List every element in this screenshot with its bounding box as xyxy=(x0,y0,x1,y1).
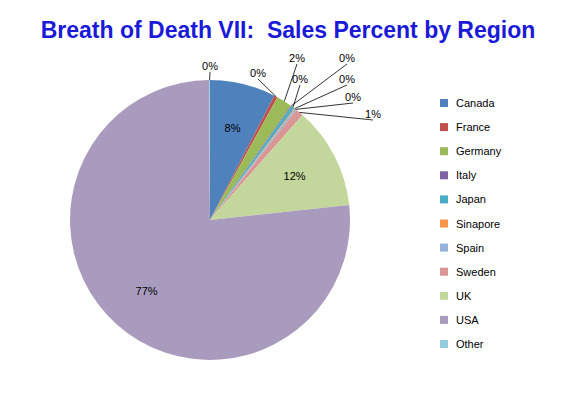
data-label: 1% xyxy=(365,108,381,120)
leader-line xyxy=(296,103,353,109)
leader-line xyxy=(258,79,276,96)
legend-swatch xyxy=(440,292,448,300)
data-label: 0% xyxy=(292,73,308,85)
data-label: 2% xyxy=(289,52,305,64)
leader-line xyxy=(295,85,347,109)
data-label: 0% xyxy=(202,60,218,72)
legend-swatch xyxy=(440,123,448,131)
legend-label: Italy xyxy=(456,169,477,181)
pie xyxy=(70,80,350,360)
legend-swatch xyxy=(440,316,448,324)
data-label: 0% xyxy=(250,67,266,79)
legend-label: Spain xyxy=(456,242,484,254)
legend-swatch xyxy=(440,99,448,107)
legend-swatch xyxy=(440,147,448,155)
legend-swatch xyxy=(440,171,448,179)
legend-label: Other xyxy=(456,338,484,350)
legend-label: Sweden xyxy=(456,266,496,278)
data-label: 8% xyxy=(225,122,241,134)
legend-swatch xyxy=(440,340,448,348)
legend-swatch xyxy=(440,220,448,228)
legend-swatch xyxy=(440,268,448,276)
leader-line xyxy=(293,85,300,107)
legend: Canada France Germany Italy Japan Sinapore Spa… xyxy=(440,97,502,350)
data-labels: 8% 0% 2% 0% 0% 0% 0% 1% 12% 77% 0% xyxy=(136,52,382,297)
pie-slice xyxy=(209,80,211,220)
data-label: 77% xyxy=(136,285,158,297)
pie-slice xyxy=(70,80,350,360)
leader-line xyxy=(209,72,210,80)
legend-label: Sinapore xyxy=(456,218,500,230)
pie-slice xyxy=(210,115,349,220)
data-label: 0% xyxy=(339,52,355,64)
legend-swatch xyxy=(440,195,448,203)
data-label: 12% xyxy=(284,170,306,182)
legend-label: UK xyxy=(456,290,472,302)
title: Breath of Death VII: Sales Percent by Re… xyxy=(41,17,536,43)
legend-label: USA xyxy=(456,314,479,326)
legend-label: Japan xyxy=(456,193,486,205)
data-label: 0% xyxy=(339,73,355,85)
data-label: 0% xyxy=(345,91,361,103)
chart: Breath of Death VII: Sales Percent by Re… xyxy=(0,0,576,398)
legend-label: France xyxy=(456,121,490,133)
legend-label: Canada xyxy=(456,97,495,109)
chart-container: Breath of Death VII: Sales Percent by Re… xyxy=(0,0,576,398)
leader-line xyxy=(300,112,373,120)
legend-label: Germany xyxy=(456,145,502,157)
legend-swatch xyxy=(440,244,448,252)
